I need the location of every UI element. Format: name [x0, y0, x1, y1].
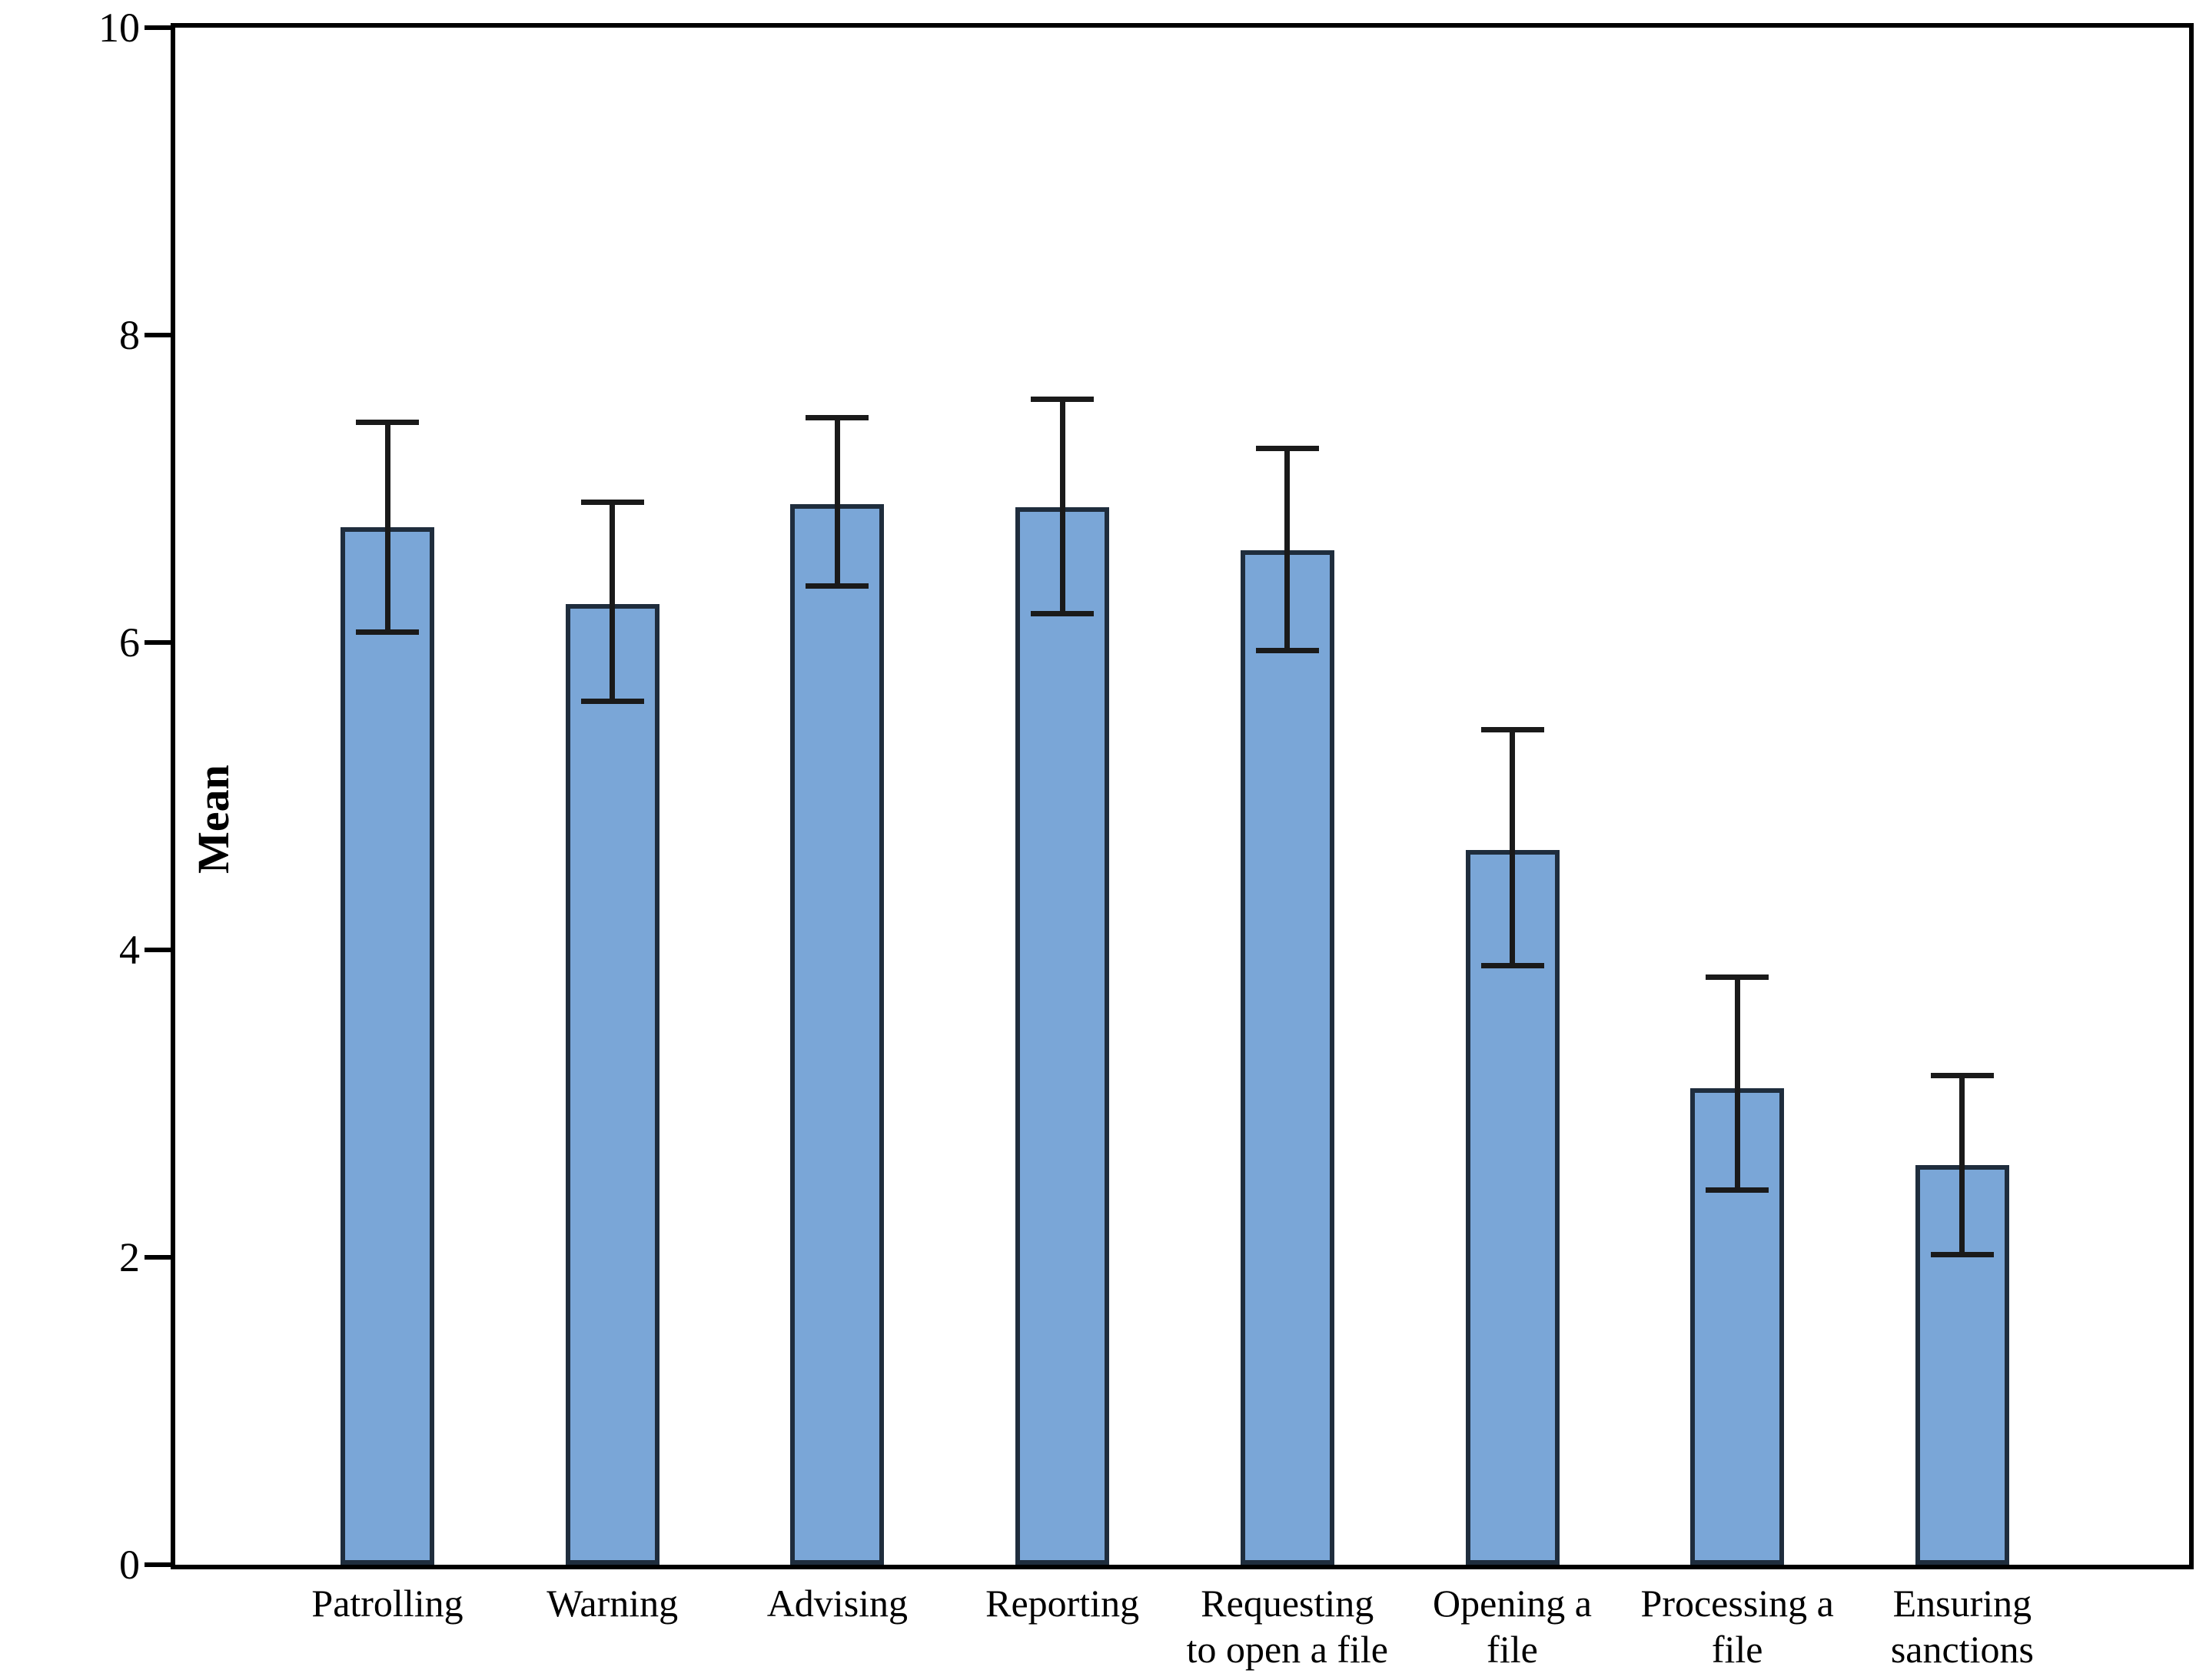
bar-patrolling: [341, 527, 434, 1565]
y-tick-label-8: 8: [119, 312, 140, 358]
y-tick-4: [145, 948, 171, 952]
error-bar-stem: [1959, 1078, 1965, 1252]
x-category-label-4: Reporting: [985, 1582, 1140, 1625]
bar-opening-a: [1465, 850, 1560, 1565]
error-bar-4: [1031, 397, 1095, 616]
x-category-label-7: Processing a file: [1640, 1582, 1834, 1671]
error-bar-stem: [834, 420, 840, 583]
error-bar-6: [1480, 727, 1544, 968]
x-category-label-2: Warning: [547, 1582, 679, 1625]
error-bar-stem: [1059, 402, 1065, 611]
error-bar-stem: [1510, 732, 1515, 963]
y-tick-label-0: 0: [119, 1542, 140, 1588]
error-bar-2: [580, 500, 644, 704]
x-category-label-5: Requesting to open a file: [1186, 1582, 1388, 1671]
x-category-label-8: Ensuring sanctions: [1890, 1582, 2034, 1671]
y-tick-label-10: 10: [98, 5, 140, 51]
error-bar-stem: [1284, 451, 1291, 648]
bar-warning: [565, 604, 659, 1565]
y-tick-8: [145, 333, 171, 337]
y-tick-6: [145, 640, 171, 645]
y-tick-label-2: 2: [119, 1234, 140, 1280]
bar-reporting: [1015, 507, 1110, 1565]
y-tick-label-4: 4: [119, 927, 140, 973]
y-tick-label-6: 6: [119, 619, 140, 666]
bar-advising: [790, 504, 885, 1565]
y-axis-label: Mean: [188, 765, 238, 874]
error-bar-stem: [384, 425, 390, 629]
y-tick-0: [145, 1562, 171, 1567]
x-category-label-6: Opening a file: [1433, 1582, 1592, 1671]
error-bar-8: [1930, 1073, 1994, 1257]
error-bar-3: [806, 415, 869, 589]
x-category-label-3: Advising: [766, 1582, 909, 1625]
error-bar-7: [1706, 974, 1769, 1193]
error-bar-5: [1255, 446, 1319, 653]
plot-area: Mean 0 2 4 6 8 10 Patrolling Warning Advising Rep…: [98, 5, 2194, 1671]
error-bar-stem: [1734, 980, 1740, 1187]
y-tick-10: [145, 25, 171, 30]
x-category-label-1: Patrolling: [311, 1582, 463, 1625]
error-bar-stem: [610, 505, 616, 699]
y-tick-2: [145, 1255, 171, 1260]
error-bar-1: [356, 420, 419, 635]
bar-requesting: [1240, 550, 1334, 1565]
